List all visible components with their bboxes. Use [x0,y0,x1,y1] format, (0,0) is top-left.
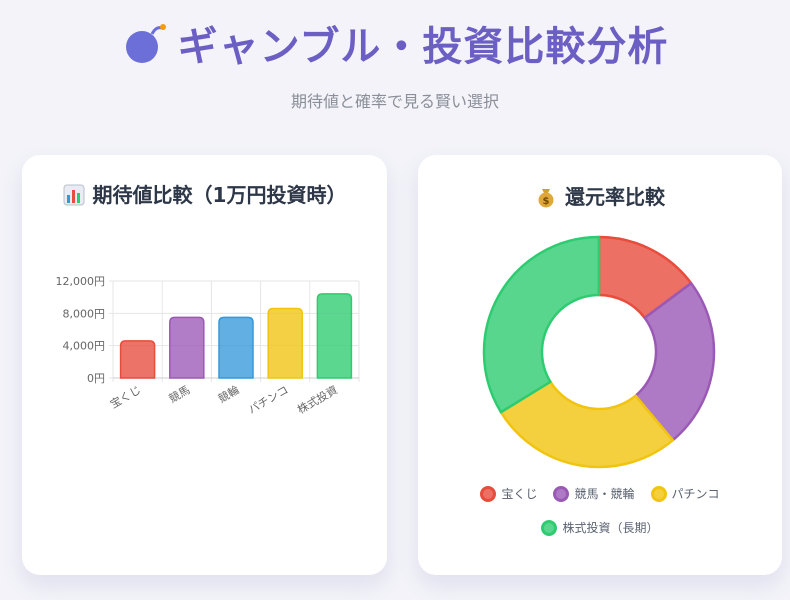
y-tick-label: 12,000円 [56,275,106,288]
bar-chart-icon [63,184,85,206]
x-tick-label: 競馬 [166,382,192,405]
x-tick-label: 株式投資 [295,382,340,416]
return-rate-donut-chart [482,235,716,469]
x-tick-label: パチンコ [246,383,291,416]
svg-text:$: $ [543,196,550,207]
y-tick-label: 4,000円 [63,340,106,353]
legend-item[interactable]: 株式投資（長期） [541,519,659,536]
bar-1[interactable] [169,316,205,379]
donut-slice-3[interactable] [482,235,601,414]
page-title: ギャンブル・投資比較分析 [0,14,790,72]
legend-swatch [553,485,570,502]
page-header: ギャンブル・投資比較分析 期待値と確率で見る賢い選択 [0,0,790,140]
donut-legend-row-1: 宝くじ 競馬・競輪 パチンコ [418,485,782,505]
legend-label: パチンコ [671,487,720,501]
return-rate-title-text: 還元率比較 [565,185,665,209]
bomb-icon [125,24,166,63]
expected-value-card-title: 期待値比較（1万円投資時） [22,179,387,211]
x-tick-label: 競輪 [215,382,241,405]
legend-label: 競馬・競輪 [574,487,635,501]
donut-legend-row-2: 株式投資（長期） [418,519,782,539]
legend-swatch [480,485,497,502]
bar-3[interactable] [267,307,303,379]
money-bag-icon: $ [538,189,554,208]
page-subtitle: 期待値と確率で見る賢い選択 [290,92,499,111]
expected-value-card: 期待値比較（1万円投資時） 0円 4,000円 8,000円 12,000円宝くじ 競馬… [22,155,387,575]
x-tick-label: 宝くじ [108,382,144,411]
legend-swatch [541,519,558,536]
legend-item[interactable]: パチンコ [650,485,720,502]
donut-slice-1[interactable] [634,281,716,442]
bar-0[interactable] [119,340,156,379]
donut-slice-2[interactable] [499,380,675,469]
expected-value-title-text: 期待値比較（1万円投資時） [92,183,347,207]
legend-label: 宝くじ [501,487,538,501]
legend-item[interactable]: 競馬・競輪 [553,485,635,502]
legend-item[interactable]: 宝くじ [480,485,537,502]
return-rate-card-title: $ 還元率比較 [418,181,782,213]
bar-2[interactable] [218,316,254,379]
legend-swatch [650,485,667,502]
y-tick-label: 0円 [87,372,105,385]
legend-label: 株式投資（長期） [562,521,659,535]
y-tick-label: 8,000円 [63,307,106,320]
page-title-text: ギャンブル・投資比較分析 [177,24,669,70]
bar-4[interactable] [316,293,353,379]
return-rate-card: $ 還元率比較 宝くじ 競馬・競輪 パチンコ 株式投資（長期） [418,155,782,575]
